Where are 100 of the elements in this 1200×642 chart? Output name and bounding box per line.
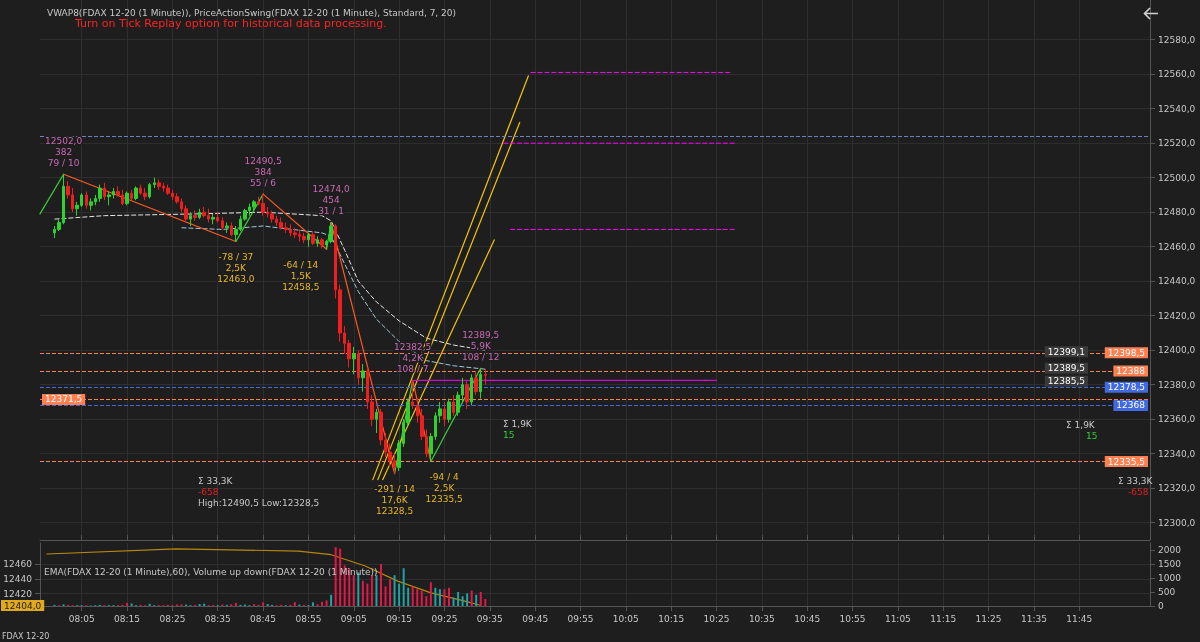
bar [126,602,129,606]
candlestick [307,232,310,248]
candlestick [352,346,356,375]
y-tick-label: 12300,0 [1158,517,1196,528]
bar [466,593,469,606]
annotation: Σ 1,9K [503,418,533,429]
y-tick-label: 12520,0 [1158,138,1196,149]
x-tick-label: 11:15 [930,613,957,624]
ref-line-label: 12388 [1116,365,1146,376]
bar [293,602,296,606]
bar [447,587,450,606]
bar [457,592,460,606]
annotation: 12490,5 384 55 / 6 [244,155,282,188]
bar [429,582,432,606]
annotation: -658 [198,486,219,497]
bar [370,575,373,606]
candlestick [157,178,161,191]
bar [434,587,437,606]
x-tick-label: 10:35 [748,613,775,624]
annotation: -64 / 14 1,5K 12458,5 [282,259,320,292]
y-tick-label: 12380,0 [1158,379,1196,390]
y-tick-label: 12340,0 [1158,448,1196,459]
y-tick-label: 12400,0 [1158,345,1196,356]
x-tick-label: 08:55 [295,613,322,624]
candlestick [225,222,229,234]
candlestick [261,193,265,217]
bar [352,575,355,606]
bar [402,568,405,606]
bar [475,594,478,606]
bar [420,590,423,606]
annotation: Σ 33,3K [1118,475,1154,486]
x-tick-label: 09:45 [522,613,549,624]
x-tick-label: 09:05 [340,613,367,624]
candlestick [166,184,170,196]
annotation: 15 [1086,430,1098,441]
bar [470,590,473,606]
candlestick [89,197,93,211]
bar [443,589,446,606]
x-tick-label: 11:45 [1066,613,1093,624]
candlestick [103,182,106,201]
bar [262,602,265,606]
bar [330,594,333,606]
bar [366,583,369,606]
bar [234,602,237,606]
text: FDAX 12-20 [2,631,50,641]
y2-tick-label: 500 [1158,587,1176,597]
bar [393,575,396,606]
candlestick [143,187,147,201]
x-tick-label: 10:45 [794,613,821,624]
y2-tick-label: 0 [1158,601,1164,611]
annotation: High:12490,5 Low:12328,5 [198,497,320,508]
bar [407,587,410,606]
annotation: 12474,0 454 31 / 1 [312,184,350,217]
bar [425,596,428,606]
bar [452,597,455,606]
candlestick [320,237,324,249]
bar [389,579,392,606]
y-tick-label: 12440,0 [1158,276,1196,287]
y-tick-label: 12460,0 [1158,241,1196,252]
ref-line-label: 12335,5 [1107,456,1145,467]
candlestick [216,211,219,224]
bar [148,603,151,606]
candlestick [474,370,478,396]
x-tick-label: 08:05 [68,613,95,624]
candlestick [130,189,133,201]
annotation: 12385,5 [1047,376,1085,387]
ref-line-label: 12371,5 [45,394,83,405]
candlestick [270,209,274,224]
x-tick-label: 10:15 [658,613,685,624]
candlestick [375,408,378,434]
candlestick [85,191,88,210]
bar [411,586,414,606]
x-tick-label: 09:25 [431,613,458,624]
bar [321,601,324,606]
candlestick [134,185,138,201]
candlestick [316,235,319,248]
y-tick-label: 12540,0 [1158,103,1196,114]
annotation: -658 [1128,486,1149,497]
x-tick-label: 08:35 [204,613,231,624]
candlestick [452,394,455,417]
candlestick [484,368,487,386]
y-tick-label: 12440 [3,573,33,584]
annotation: Σ 1,9K [1066,419,1096,430]
bar [398,583,401,606]
bar [379,564,382,606]
y2-tick-label: 2000 [1158,545,1182,555]
y2-tick-label: 1500 [1158,559,1182,569]
candlestick [98,184,102,203]
x-tick-label: 10:55 [839,613,866,624]
candlestick [447,398,451,424]
y-tick-label: 12560,0 [1158,69,1196,80]
candlestick [357,349,360,386]
bar [484,599,487,606]
x-tick-label: 09:15 [386,613,413,624]
bar [438,589,441,606]
bar [130,603,133,606]
annotation: -94 / 4 2,5K 12335,5 [425,472,463,504]
ref-line-label: 12368 [1116,400,1146,411]
candlestick [230,222,233,237]
candlestick [125,191,129,206]
